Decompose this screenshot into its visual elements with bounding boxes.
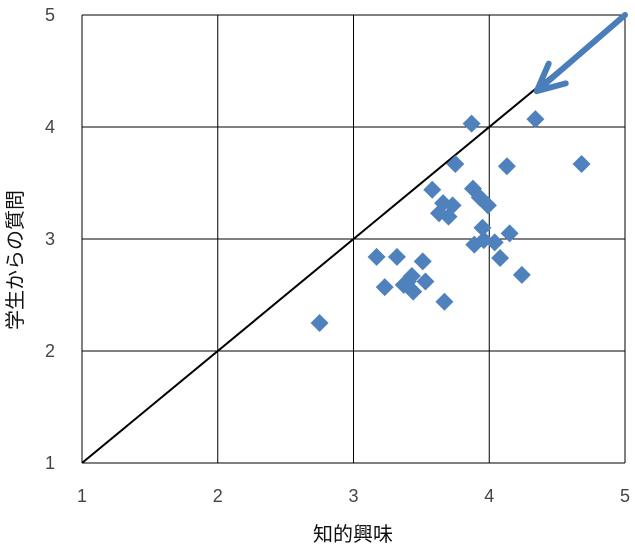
data-point — [473, 218, 492, 237]
data-point — [416, 272, 435, 291]
y-tick-label: 1 — [45, 453, 55, 473]
x-axis-title: 知的興味 — [313, 522, 393, 546]
x-tick-label: 2 — [213, 486, 223, 506]
data-point — [443, 196, 462, 215]
x-tick-label: 5 — [620, 486, 630, 506]
x-tick-label: 3 — [348, 486, 358, 506]
arrow-annotation — [533, 12, 628, 95]
x-tick-label: 1 — [77, 486, 87, 506]
data-point — [375, 278, 394, 297]
data-point — [491, 249, 510, 268]
data-point — [446, 154, 465, 173]
data-point — [310, 314, 329, 332]
data-point — [423, 180, 442, 199]
y-tick-label: 4 — [45, 117, 55, 137]
y-tick-label: 5 — [45, 5, 55, 25]
y-axis-title: 学生からの質問 — [3, 190, 27, 330]
data-point — [387, 247, 406, 266]
y-tick-labels: 1 2 3 4 5 — [45, 5, 55, 473]
data-point — [402, 266, 421, 285]
data-point — [413, 252, 432, 271]
data-point — [435, 292, 454, 311]
data-point — [367, 247, 386, 266]
data-point — [485, 233, 504, 252]
x-tick-labels: 1 2 3 4 5 — [77, 486, 630, 506]
arrow-shaft — [533, 12, 628, 95]
data-point — [478, 196, 497, 215]
data-point — [404, 282, 423, 301]
data-point — [500, 224, 519, 243]
data-point — [572, 154, 591, 173]
arrow-head — [533, 60, 569, 95]
data-point — [462, 114, 481, 133]
data-point — [512, 265, 531, 284]
y-tick-label: 3 — [45, 229, 55, 249]
data-point — [526, 110, 545, 129]
data-points — [310, 110, 591, 332]
x-tick-label: 4 — [484, 486, 494, 506]
y-tick-label: 2 — [45, 341, 55, 361]
data-point — [497, 157, 516, 176]
